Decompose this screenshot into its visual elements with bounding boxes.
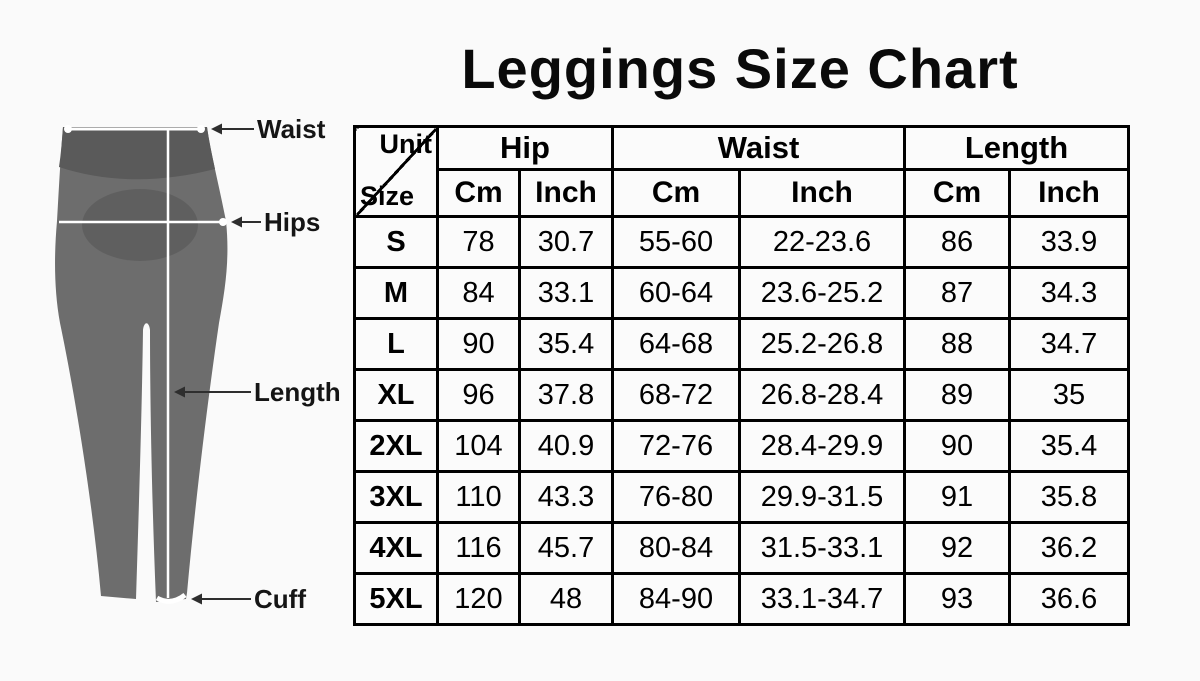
length-cm-cell: 88 <box>903 317 1011 371</box>
hip-cm-cell: 84 <box>436 266 521 320</box>
size-cell: 3XL <box>353 470 439 524</box>
table-row-2xl: 2XL 104 40.9 72-76 28.4-29.9 90 35.4 <box>353 419 1130 473</box>
table-row-3xl: 3XL 110 43.3 76-80 29.9-31.5 91 35.8 <box>353 470 1130 524</box>
length-arrow-icon <box>174 386 185 398</box>
hip-inch-cell: 33.1 <box>518 266 614 320</box>
table-row-s: S 78 30.7 55-60 22-23.6 86 33.9 <box>353 215 1130 269</box>
waist-inch-cell: 22-23.6 <box>738 215 906 269</box>
corner-unit-size-cell: Unit Size <box>353 125 439 218</box>
hip-inch-cell: 35.4 <box>518 317 614 371</box>
header-waist-cm: Cm <box>611 168 741 218</box>
length-cm-cell: 87 <box>903 266 1011 320</box>
header-hip-inch: Inch <box>518 168 614 218</box>
hip-cm-cell: 116 <box>436 521 521 575</box>
size-cell: 2XL <box>353 419 439 473</box>
hip-inch-cell: 40.9 <box>518 419 614 473</box>
size-cell: S <box>353 215 439 269</box>
hips-label: Hips <box>264 207 320 237</box>
hip-cm-cell: 78 <box>436 215 521 269</box>
leggings-shading <box>82 189 198 261</box>
page-title: Leggings Size Chart <box>461 37 1019 100</box>
header-group-row: Unit Size Hip Waist Length <box>353 125 1130 218</box>
length-inch-cell: 33.9 <box>1008 215 1130 269</box>
length-cm-cell: 93 <box>903 572 1011 626</box>
header-unit-row: Cm Inch Cm Inch Cm Inch <box>355 168 1130 218</box>
table-row-5xl: 5XL 120 48 84-90 33.1-34.7 93 36.6 <box>353 572 1130 626</box>
waist-inch-cell: 26.8-28.4 <box>738 368 906 422</box>
hip-inch-cell: 45.7 <box>518 521 614 575</box>
waist-inch-cell: 33.1-34.7 <box>738 572 906 626</box>
length-inch-cell: 35.8 <box>1008 470 1130 524</box>
header-waist: Waist <box>611 125 906 171</box>
waist-cm-cell: 68-72 <box>611 368 741 422</box>
waist-cm-cell: 55-60 <box>611 215 741 269</box>
waist-inch-cell: 29.9-31.5 <box>738 470 906 524</box>
size-cell: XL <box>353 368 439 422</box>
size-cell: 4XL <box>353 521 439 575</box>
length-cm-cell: 91 <box>903 470 1011 524</box>
cuff-arrow-icon <box>191 593 202 605</box>
length-inch-cell: 34.3 <box>1008 266 1130 320</box>
hip-inch-cell: 37.8 <box>518 368 614 422</box>
leggings-waistband <box>59 127 215 180</box>
length-label: Length <box>254 377 340 407</box>
table-row-l: L 90 35.4 64-68 25.2-26.8 88 34.7 <box>353 317 1130 371</box>
waist-inch-cell: 23.6-25.2 <box>738 266 906 320</box>
length-cm-cell: 92 <box>903 521 1011 575</box>
hip-cm-cell: 104 <box>436 419 521 473</box>
header-hip: Hip <box>436 125 614 171</box>
length-cm-cell: 89 <box>903 368 1011 422</box>
cuff-label: Cuff <box>254 584 306 614</box>
hip-inch-cell: 48 <box>518 572 614 626</box>
cuff-measure-line <box>155 592 187 604</box>
waist-cm-cell: 76-80 <box>611 470 741 524</box>
hip-cm-cell: 110 <box>436 470 521 524</box>
header-length: Length <box>903 125 1130 171</box>
waist-cm-cell: 60-64 <box>611 266 741 320</box>
hip-inch-cell: 30.7 <box>518 215 614 269</box>
length-inch-cell: 35.4 <box>1008 419 1130 473</box>
waist-cm-cell: 80-84 <box>611 521 741 575</box>
length-inch-cell: 35 <box>1008 368 1130 422</box>
waist-inch-cell: 28.4-29.9 <box>738 419 906 473</box>
corner-unit-label: Unit <box>379 129 432 159</box>
header-length-cm: Cm <box>903 168 1011 218</box>
hip-cm-cell: 96 <box>436 368 521 422</box>
header-hip-cm: Cm <box>436 168 521 218</box>
length-cm-cell: 90 <box>903 419 1011 473</box>
waist-inch-cell: 31.5-33.1 <box>738 521 906 575</box>
hip-inch-cell: 43.3 <box>518 470 614 524</box>
waist-cm-cell: 64-68 <box>611 317 741 371</box>
table-row-xl: XL 96 37.8 68-72 26.8-28.4 89 35 <box>353 368 1130 422</box>
header-length-inch: Inch <box>1008 168 1130 218</box>
size-cell: 5XL <box>353 572 439 626</box>
length-cm-cell: 86 <box>903 215 1011 269</box>
size-cell: L <box>353 317 439 371</box>
waist-label: Waist <box>257 114 326 144</box>
waist-cm-cell: 84-90 <box>611 572 741 626</box>
hip-cm-cell: 90 <box>436 317 521 371</box>
waist-line-end-left <box>64 125 72 133</box>
leggings-diagram: Waist Hips Length Cuff <box>55 114 340 614</box>
waist-cm-cell: 72-76 <box>611 419 741 473</box>
hip-cm-cell: 120 <box>436 572 521 626</box>
length-inch-cell: 36.6 <box>1008 572 1130 626</box>
corner-size-label: Size <box>360 181 415 211</box>
length-inch-cell: 34.7 <box>1008 317 1130 371</box>
length-inch-cell: 36.2 <box>1008 521 1130 575</box>
header-waist-inch: Inch <box>738 168 906 218</box>
leggings-silhouette <box>55 127 228 602</box>
waist-inch-cell: 25.2-26.8 <box>738 317 906 371</box>
hips-line-end <box>219 218 227 226</box>
size-table: Unit Size Hip Waist Length Cm Inch Cm In… <box>353 125 1130 626</box>
size-cell: M <box>353 266 439 320</box>
waist-arrow-icon <box>211 123 222 135</box>
table-row-m: M 84 33.1 60-64 23.6-25.2 87 34.3 <box>353 266 1130 320</box>
waist-line-end-right <box>197 125 205 133</box>
table-row-4xl: 4XL 116 45.7 80-84 31.5-33.1 92 36.2 <box>353 521 1130 575</box>
hips-arrow-icon <box>231 216 242 228</box>
